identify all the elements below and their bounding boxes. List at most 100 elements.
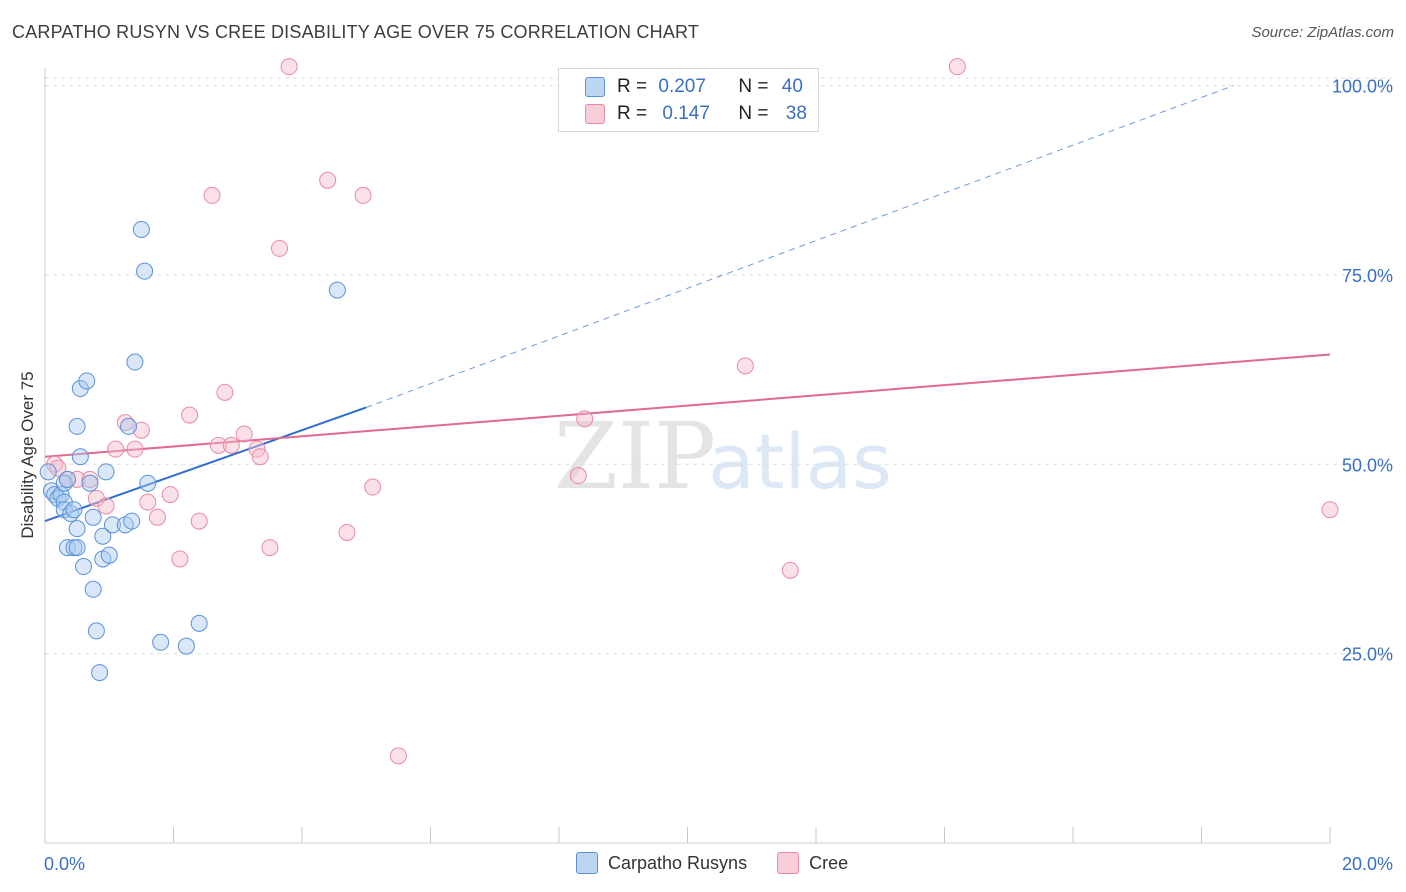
watermark: ZIP atlas xyxy=(554,403,892,510)
source-label: Source: ZipAtlas.com xyxy=(1251,24,1394,41)
data-point-carpatho xyxy=(103,516,121,534)
data-point-cree xyxy=(736,357,754,375)
data-point-cree xyxy=(139,493,157,511)
data-point-carpatho xyxy=(152,633,170,651)
series-swatch-pink xyxy=(777,852,800,874)
data-point-cree xyxy=(209,436,227,454)
data-point-carpatho xyxy=(120,417,138,435)
data-point-cree xyxy=(235,425,253,443)
data-point-cree xyxy=(319,171,337,189)
data-point-carpatho xyxy=(97,463,115,481)
axis-labels: 25.0% 50.0% 75.0% 100.0% 0.0% 20.0% Disability… xyxy=(18,77,1393,874)
data-point-cree xyxy=(261,539,279,557)
data-point-carpatho xyxy=(39,463,57,481)
data-point-carpatho xyxy=(68,539,86,557)
data-point-carpatho xyxy=(328,281,346,299)
legend-r-label: R = xyxy=(617,76,653,97)
data-point-cree xyxy=(148,508,166,526)
x-tick-label: 20.0% xyxy=(1342,854,1393,874)
data-point-cree xyxy=(354,186,372,204)
data-point-carpatho xyxy=(123,512,141,530)
series-legend-cree: Cree xyxy=(777,852,848,874)
data-point-cree xyxy=(251,448,269,466)
series-label-cree: Cree xyxy=(809,852,849,873)
legend-n-label: N = xyxy=(738,76,774,97)
series-legend: Carpatho Rusyns Cree xyxy=(576,852,878,874)
data-point-cree xyxy=(222,436,240,454)
data-point-cree xyxy=(68,470,86,488)
data-point-cree xyxy=(338,523,356,541)
data-point-carpatho xyxy=(68,520,86,538)
legend-row-carpatho: R = 0.207 N = 40 xyxy=(585,74,803,100)
legend-r-value: 0.147 xyxy=(662,103,710,124)
legend-row-cree: R = 0.147 N = 38 xyxy=(585,101,807,127)
y-tick-label: 75.0% xyxy=(1342,266,1393,286)
data-point-cree xyxy=(161,486,179,504)
series-legend-carpatho: Carpatho Rusyns xyxy=(576,852,747,874)
data-point-carpatho xyxy=(65,501,83,519)
data-point-cree xyxy=(569,467,587,485)
data-point-carpatho xyxy=(84,580,102,598)
legend-r-label: R = xyxy=(617,103,653,124)
data-point-carpatho xyxy=(190,614,208,632)
data-point-carpatho xyxy=(58,470,76,488)
data-point-cree xyxy=(576,410,594,428)
axes xyxy=(44,68,1331,844)
data-point-cree xyxy=(216,383,234,401)
y-tick-label: 25.0% xyxy=(1342,645,1393,665)
data-point-carpatho xyxy=(136,262,154,280)
legend-n-value: 38 xyxy=(785,103,807,124)
data-point-cree xyxy=(107,440,125,458)
legend-swatch-pink xyxy=(585,104,605,124)
data-point-cree xyxy=(126,440,144,458)
data-point-carpatho xyxy=(177,637,195,655)
data-point-cree xyxy=(49,459,67,477)
legend-swatch-blue xyxy=(585,77,605,97)
data-point-carpatho xyxy=(94,527,112,545)
data-point-carpatho xyxy=(71,448,89,466)
watermark-atlas: atlas xyxy=(708,417,892,506)
trend-line-carpatho-extrapolated xyxy=(366,85,1234,408)
data-point-carpatho xyxy=(75,558,93,576)
data-point-cree xyxy=(97,497,115,515)
legend-n-value: 40 xyxy=(781,76,803,97)
data-point-cree xyxy=(81,470,99,488)
data-point-carpatho xyxy=(78,372,96,390)
data-point-carpatho xyxy=(91,664,109,682)
data-point-carpatho xyxy=(84,508,102,526)
data-point-carpatho xyxy=(81,474,99,492)
y-axis-label: Disability Age Over 75 xyxy=(18,371,37,538)
data-point-carpatho xyxy=(87,622,105,640)
data-point-cree xyxy=(389,747,407,765)
stats-legend: R = 0.207 N = 40 R = 0.147 N = 38 xyxy=(558,68,819,132)
trend-line-cree xyxy=(44,353,1331,458)
data-point-cree xyxy=(132,421,150,439)
data-point-cree xyxy=(280,58,298,76)
data-point-cree xyxy=(190,512,208,530)
legend-r-value: 0.207 xyxy=(658,76,706,97)
data-points xyxy=(39,58,1339,765)
y-tick-label: 50.0% xyxy=(1342,455,1393,475)
x-tick-label: 0.0% xyxy=(44,854,85,874)
data-point-cree xyxy=(781,561,799,579)
watermark-zip: ZIP xyxy=(554,403,716,510)
data-point-carpatho xyxy=(58,539,76,557)
data-point-cree xyxy=(364,478,382,496)
series-label-carpatho: Carpatho Rusyns xyxy=(608,852,748,873)
data-point-cree xyxy=(271,239,289,257)
data-point-carpatho xyxy=(139,474,157,492)
data-point-cree xyxy=(203,186,221,204)
chart-title: CARPATHO RUSYN VS CREE DISABILITY AGE OV… xyxy=(12,22,700,42)
data-point-cree xyxy=(1321,501,1339,519)
legend-n-label: N = xyxy=(738,103,774,124)
series-swatch-blue xyxy=(576,852,598,874)
data-point-carpatho xyxy=(68,417,86,435)
data-point-cree xyxy=(948,58,966,76)
data-point-carpatho xyxy=(132,220,150,238)
y-tick-label: 100.0% xyxy=(1332,77,1393,97)
data-point-cree xyxy=(171,550,189,568)
data-point-carpatho xyxy=(126,353,144,371)
data-point-cree xyxy=(181,406,199,424)
data-point-carpatho xyxy=(100,546,118,564)
